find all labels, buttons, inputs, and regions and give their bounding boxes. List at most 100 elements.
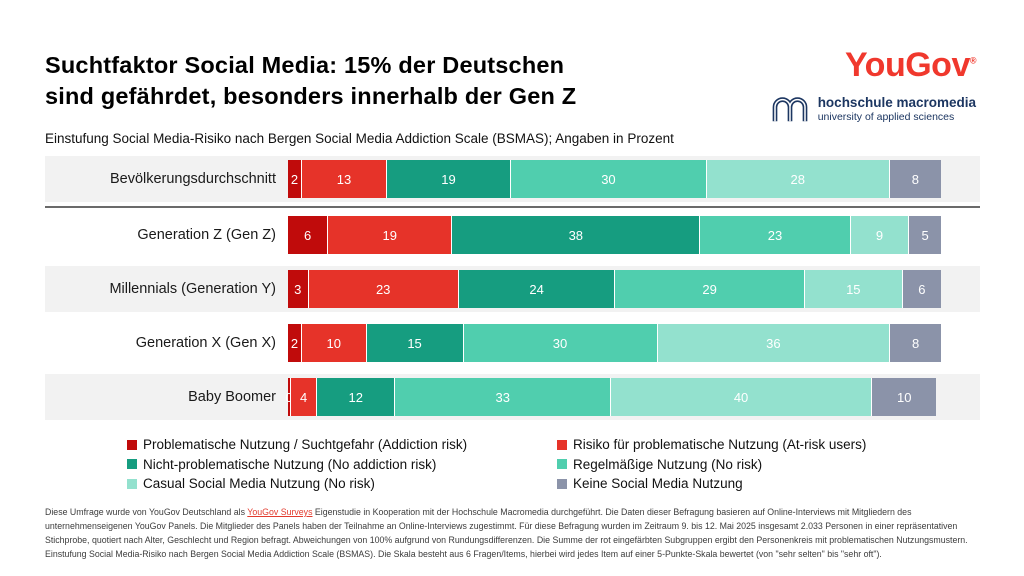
page-title: Suchtfaktor Social Media: 15% der Deutsc… (45, 50, 576, 111)
chart-rows: Bevölkerungsdurchschnitt 2 13 19 30 28 8 Genera… (45, 156, 980, 428)
legend-swatch (127, 439, 137, 450)
legend-label: Casual Social Media Nutzung (No risk) (143, 476, 375, 492)
segment-value: 38 (568, 227, 584, 243)
bar-segment: 2 (288, 324, 301, 362)
bar-segment: 12 (316, 378, 395, 416)
page-title-line1: Suchtfaktor Social Media: 15% der Deutsc… (45, 52, 565, 78)
bar-track: 6 19 38 23 9 5 (288, 216, 941, 254)
segment-value: 5 (921, 227, 929, 243)
chart-row: Bevölkerungsdurchschnitt 2 13 19 30 28 8 (45, 156, 980, 202)
bar-segment: 6 (288, 216, 328, 254)
page-title-line2: sind gefährdet, besonders innerhalb der … (45, 82, 577, 109)
segment-value: 15 (846, 281, 861, 297)
segment-value: 9 (875, 227, 884, 243)
row-label: Generation X (Gen X) (135, 335, 276, 351)
yougov-logo: YouGov® (770, 48, 976, 82)
bar-segment: 19 (385, 160, 510, 198)
macromedia-text: hochschule macromedia university of appl… (818, 95, 976, 123)
bar-segment: 30 (509, 160, 706, 198)
legend: Problematische Nutzung / Suchtgefahr (Ad… (127, 435, 866, 494)
legend-item: Risiko für problematische Nutzung (At-ri… (557, 437, 866, 452)
segment-value: 19 (441, 171, 456, 187)
bar-segment: 13 (301, 160, 386, 198)
chart-row: Generation X (Gen X) 2 10 15 30 36 8 (45, 320, 980, 366)
bar-segment: 8 (889, 324, 942, 362)
segment-value: 4 (299, 389, 308, 405)
segment-value: 2 (290, 171, 299, 187)
bar-track: 2 13 19 30 28 8 (288, 160, 941, 198)
row-label: Generation Z (Gen Z) (137, 227, 276, 243)
legend-swatch (127, 459, 137, 470)
segment-value: 23 (375, 281, 391, 297)
yougov-surveys-link[interactable]: YouGov Surveys (247, 507, 313, 517)
bar-segment: 28 (705, 160, 889, 198)
legend-item: Regelmäßige Nutzung (No risk) (557, 457, 866, 472)
legend-item: Problematische Nutzung / Suchtgefahr (Ad… (127, 437, 557, 452)
segment-value: 28 (790, 171, 806, 187)
chart-row: Baby Boomer 0 4 12 33 40 10 (45, 374, 980, 420)
bar-segment: 8 (888, 160, 941, 198)
footnote: Diese Umfrage wurde von YouGov Deutschla… (45, 505, 986, 561)
bar-track: 0 4 12 33 40 10 (285, 378, 941, 416)
registered-trademark-icon: ® (969, 55, 977, 66)
segment-value: 6 (918, 281, 926, 297)
segment-value: 19 (382, 227, 397, 243)
segment-value: 10 (326, 335, 341, 351)
macromedia-logo: hochschule macromedia university of appl… (770, 94, 976, 124)
macromedia-m-icon (772, 97, 808, 122)
legend-label: Keine Social Media Nutzung (573, 476, 743, 492)
macromedia-name: hochschule macromedia (817, 95, 976, 111)
chart-row: Millennials (Generation Y) 3 23 24 29 15 6 (45, 266, 980, 312)
bar-segment: 40 (609, 378, 872, 416)
bar-segment: 6 (901, 270, 941, 308)
bar-track: 3 23 24 29 15 6 (288, 270, 941, 308)
footnote-text-pre: Diese Umfrage wurde von YouGov Deutschla… (45, 507, 248, 517)
legend-swatch (557, 439, 567, 450)
bar-segment: 10 (871, 378, 937, 416)
legend-item: Keine Social Media Nutzung (557, 476, 866, 491)
bar-segment: 38 (451, 216, 700, 254)
segment-value: 13 (336, 171, 352, 187)
segment-value: 40 (733, 389, 749, 405)
footnote-text-post: Eigenstudie in Kooperation mit der Hochs… (45, 507, 968, 560)
bar-segment: 15 (365, 324, 463, 362)
segment-value: 8 (911, 171, 919, 187)
bar-segment: 19 (327, 216, 452, 254)
bar-segment: 0 (285, 378, 293, 416)
branding-block: YouGov® hochschule macromedia university… (770, 48, 977, 124)
legend-label: Risiko für problematische Nutzung (At-ri… (573, 437, 867, 453)
segment-value: 3 (294, 281, 302, 297)
bar-segment: 24 (457, 270, 615, 308)
segment-value: 0 (285, 389, 293, 405)
segment-value: 29 (702, 281, 717, 297)
segment-value: 12 (348, 389, 364, 405)
segment-value: 15 (407, 335, 422, 351)
row-label: Baby Boomer (188, 389, 276, 405)
segment-value: 10 (897, 389, 912, 405)
segment-value: 8 (912, 335, 920, 351)
bar-segment: 23 (699, 216, 850, 254)
legend-label: Problematische Nutzung / Suchtgefahr (Ad… (143, 437, 468, 453)
segment-value: 23 (767, 227, 783, 243)
legend-swatch (557, 478, 567, 489)
segment-value: 33 (495, 389, 510, 405)
bar-segment: 5 (908, 216, 941, 254)
row-label: Millennials (Generation Y) (109, 281, 276, 297)
segment-value: 30 (601, 171, 616, 187)
chart-row: Generation Z (Gen Z) 6 19 38 23 9 5 (45, 212, 980, 258)
segment-value: 36 (766, 335, 781, 351)
legend-swatch (127, 478, 137, 489)
segment-value: 6 (303, 227, 312, 243)
bar-segment: 3 (288, 270, 308, 308)
bar-segment: 30 (462, 324, 657, 362)
population-divider (45, 206, 980, 208)
bar-segment: 23 (307, 270, 458, 308)
macromedia-tagline: university of applied sciences (817, 110, 955, 123)
legend-swatch (557, 459, 567, 470)
yougov-logo-text: YouGov (845, 46, 970, 84)
legend-label: Nicht-problematische Nutzung (No addicti… (143, 456, 437, 472)
bar-segment: 33 (394, 378, 610, 416)
row-label: Bevölkerungsdurchschnitt (109, 171, 276, 187)
legend-item: Casual Social Media Nutzung (No risk) (127, 476, 557, 491)
segment-value: 24 (529, 281, 544, 297)
